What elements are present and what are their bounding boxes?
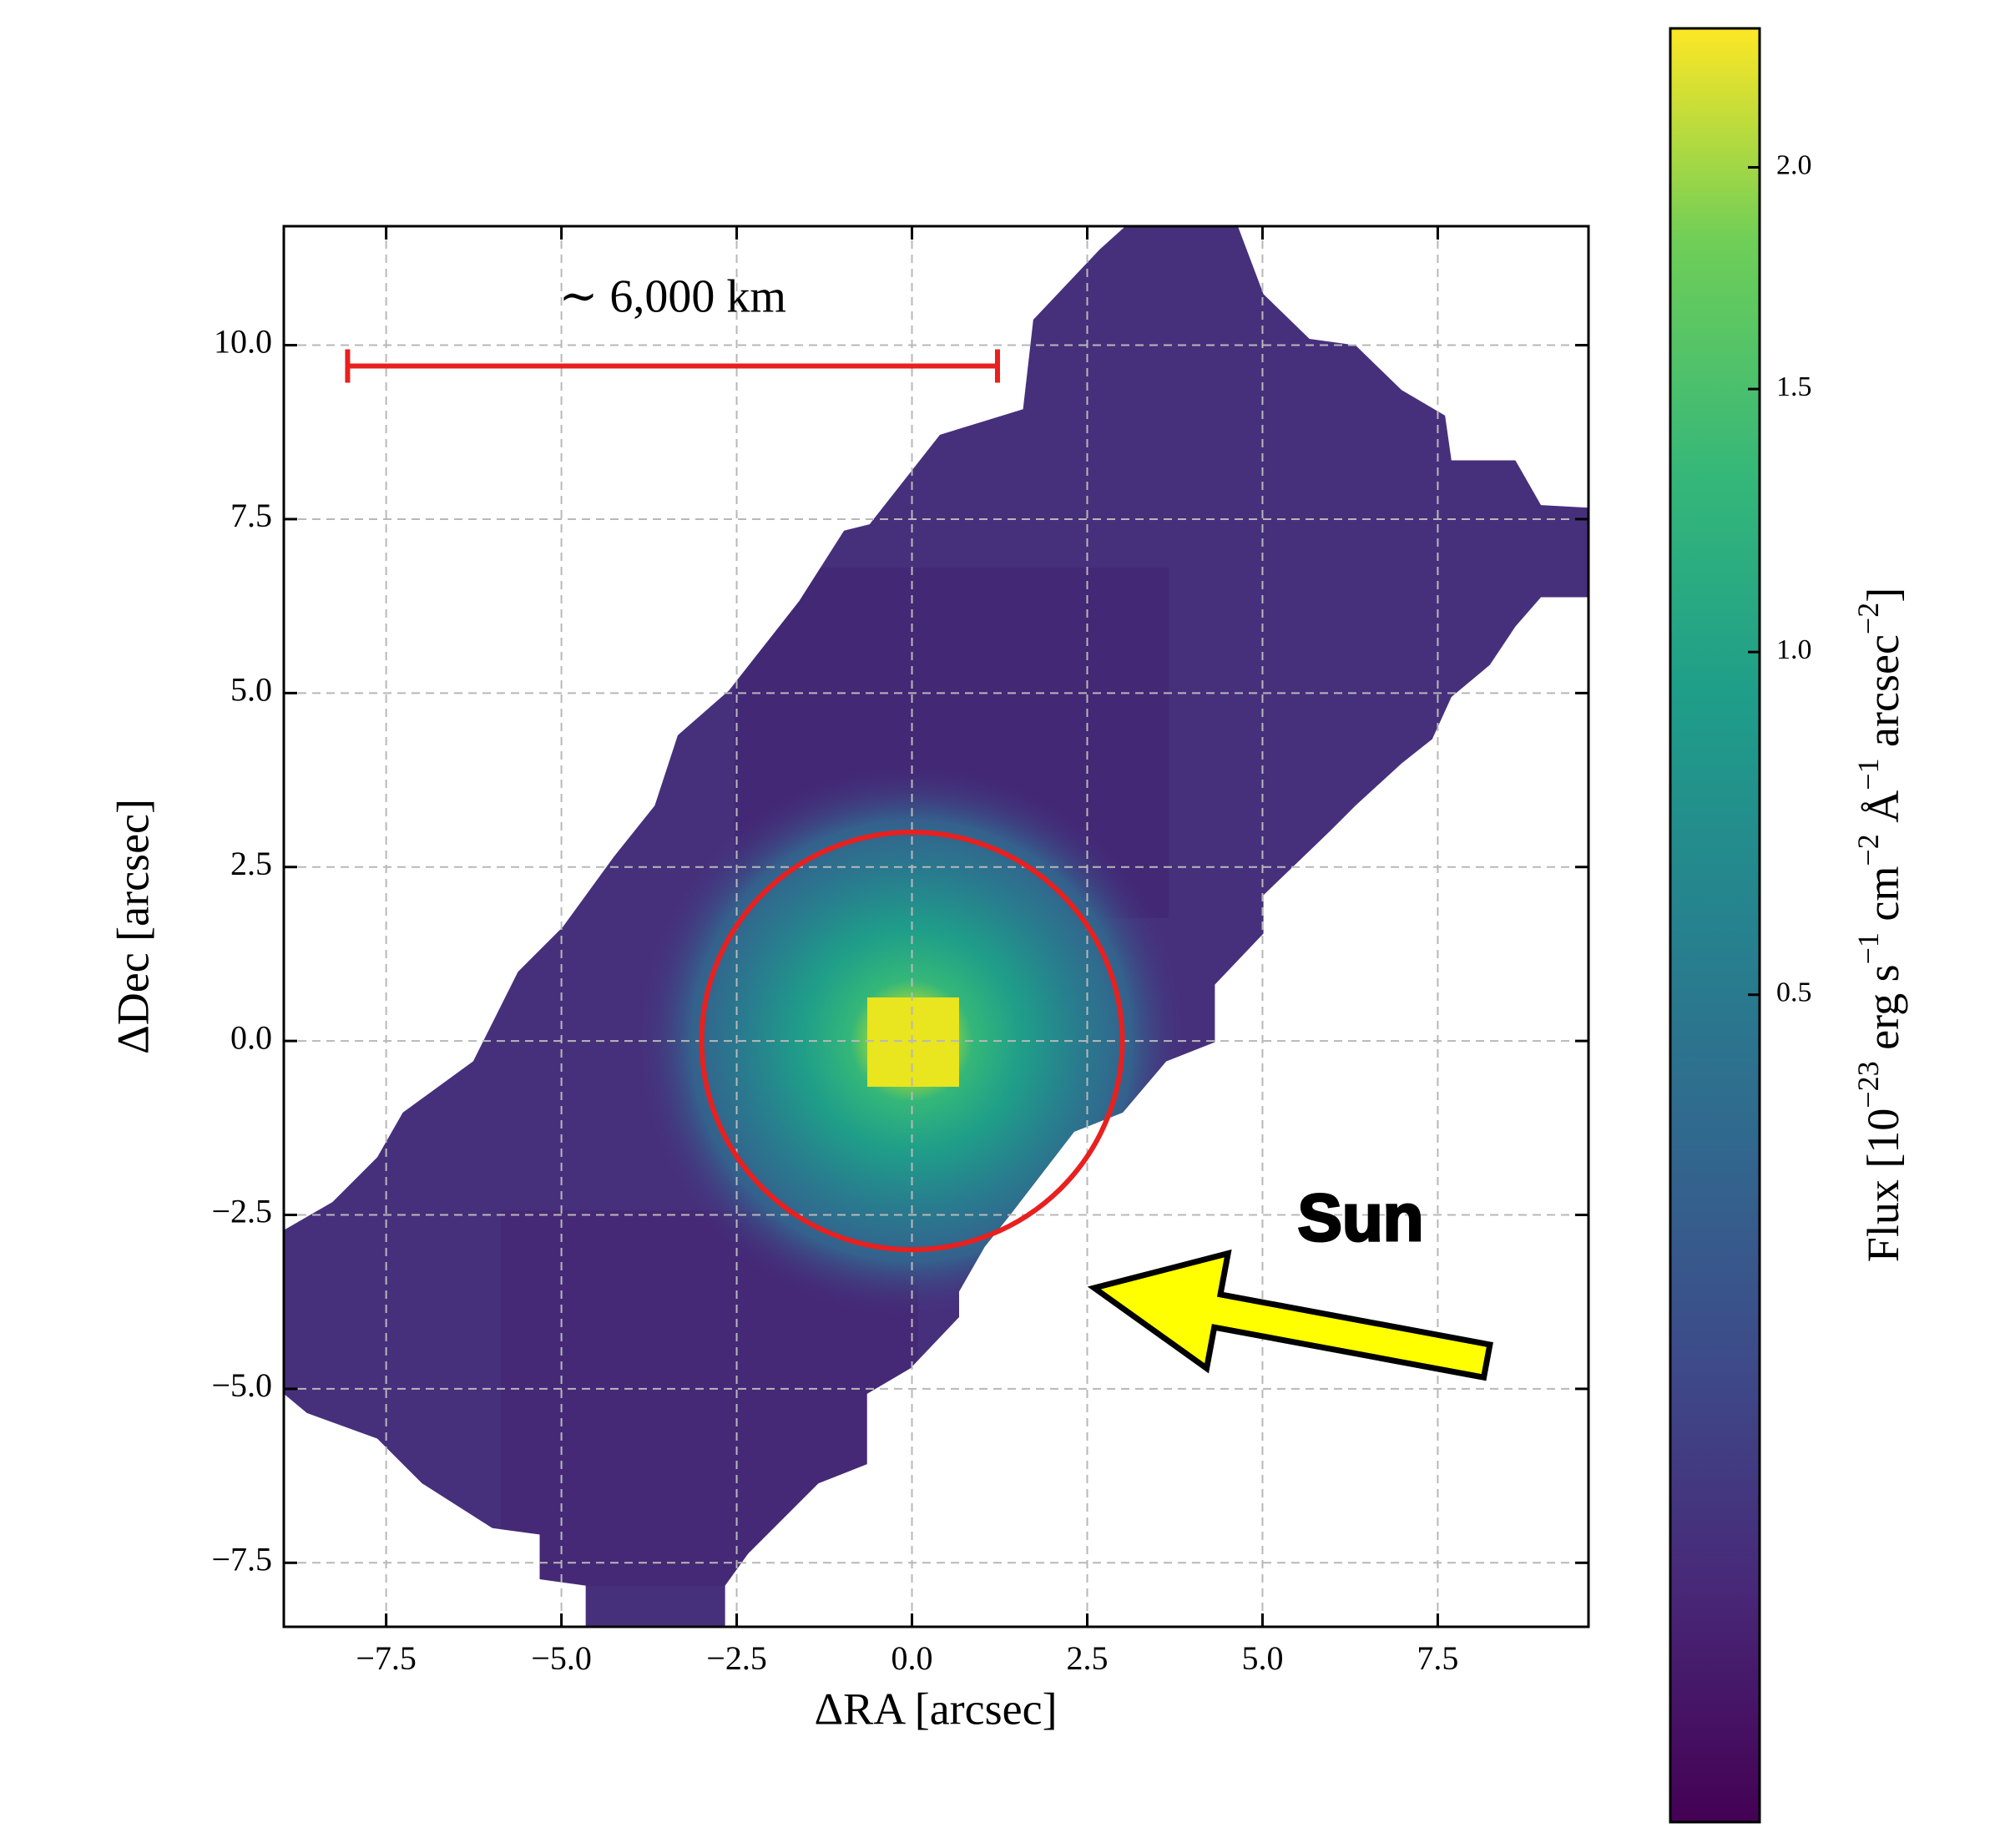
y-tick-label: 10.0 [214,323,272,361]
colorbar-label-part: ] [1858,588,1908,603]
colorbar-label-part: −23 [1851,1061,1885,1108]
colorbar-tick-label: 2.0 [1776,149,1812,180]
colorbar-tick-label: 0.5 [1776,977,1812,1008]
scale-bar-label: ∼ 6,000 km [558,270,785,322]
y-tick-label: −2.5 [211,1193,272,1230]
heatmap-image [284,226,1588,1627]
colorbar-label-part: −1 [1851,932,1885,964]
y-tick-label: 0.0 [230,1018,272,1056]
y-tick-label: 2.5 [230,845,272,882]
colorbar-label: Flux [10−23 erg s−1 cm−2 Å−1 arcsec−2] [1851,588,1908,1262]
colorbar-label-part: −2 [1851,603,1885,634]
colorbar-tick-label: 1.0 [1776,634,1812,665]
colorbar-label-part: cm [1858,866,1908,932]
colorbar-label-part: −2 [1851,834,1885,866]
plot-frame [282,225,1590,1628]
x-tick-label: −5.0 [531,1639,592,1677]
x-tick-label: 2.5 [1066,1639,1108,1677]
aperture-circle [699,830,1125,1253]
colorbar-tick-label: 1.5 [1776,371,1812,402]
colorbar-label-part: Flux [10 [1858,1108,1908,1263]
colorbar-label-part: arcsec [1858,634,1908,758]
x-tick-label: 7.5 [1417,1639,1458,1677]
x-tick-label: −2.5 [706,1639,767,1677]
y-tick-label: 5.0 [230,671,272,709]
sun-arrow [1087,1249,1493,1381]
y-tick-label: −5.0 [211,1366,272,1404]
x-tick-label: −7.5 [356,1639,417,1677]
colorbar [1669,27,1761,1824]
x-tick-label: 0.0 [891,1639,933,1677]
colorbar-label-part: erg s [1858,964,1908,1061]
y-tick-label: 7.5 [230,497,272,534]
y-axis-label: ΔDec [arcsec] [108,799,158,1054]
x-tick-label: 5.0 [1241,1639,1283,1677]
colorbar-label-part: Å [1858,790,1908,835]
y-tick-label: −7.5 [211,1540,272,1578]
colorbar-label-part: −1 [1851,758,1885,790]
sun-label: Sun [1297,1180,1423,1255]
x-axis-label: ΔRA [arcsec] [814,1684,1057,1734]
